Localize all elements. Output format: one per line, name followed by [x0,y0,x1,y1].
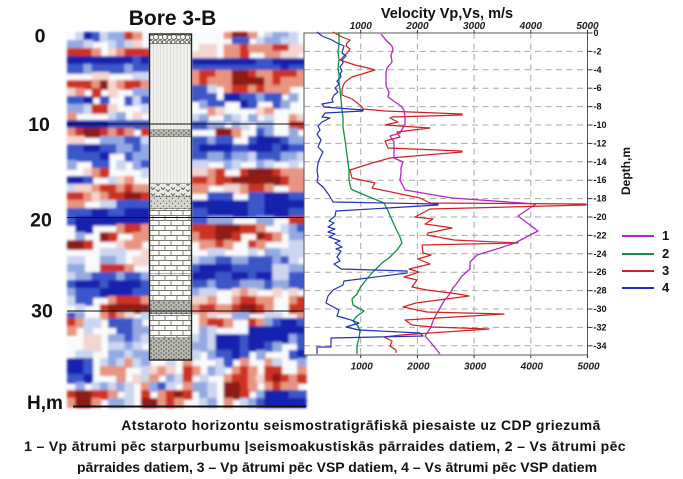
svg-text:Velocity Vp,Vs, m/s: Velocity Vp,Vs, m/s [381,6,513,22]
svg-text:2000: 2000 [406,362,430,373]
svg-text:2: 2 [662,246,669,261]
svg-text:pārraides datiem, 3 – Vp ātrum: pārraides datiem, 3 – Vp ātrumi pēc VSP … [77,459,597,474]
svg-text:-8: -8 [594,102,602,112]
svg-text:-22: -22 [594,230,607,240]
svg-text:-16: -16 [594,175,607,185]
svg-text:5000: 5000 [577,362,600,373]
svg-text:-20: -20 [594,212,607,222]
svg-text:-24: -24 [594,249,607,259]
svg-text:1: 1 [662,228,669,243]
svg-text:Atstaroto horizontu seismostra: Atstaroto horizontu seismostratigrāfiskā… [121,417,600,433]
svg-text:H,m: H,m [27,393,63,414]
svg-text:1 – Vp ātrumi pēc starpurbumu: 1 – Vp ātrumi pēc starpurbumu |seismoaku… [24,438,626,454]
svg-text:4: 4 [662,280,670,295]
svg-text:1000: 1000 [351,362,374,373]
svg-text:30: 30 [31,301,53,323]
svg-text:-30: -30 [594,304,607,314]
svg-text:-6: -6 [594,83,602,93]
svg-text:-28: -28 [594,286,607,296]
svg-text:-26: -26 [594,267,607,277]
svg-text:3000: 3000 [464,362,487,373]
svg-text:-18: -18 [594,194,607,204]
svg-text:1000: 1000 [350,21,373,32]
svg-text:10: 10 [28,114,50,136]
svg-text:-2: -2 [594,46,602,56]
svg-text:-10: -10 [594,120,607,130]
svg-text:Bore 3-B: Bore 3-B [129,7,217,30]
svg-text:-4: -4 [594,65,602,75]
svg-text:4000: 4000 [519,21,543,32]
svg-text:Depth,m: Depth,m [619,147,633,195]
svg-text:0: 0 [35,26,46,48]
svg-text:3: 3 [662,263,669,278]
svg-text:2000: 2000 [405,21,429,32]
svg-text:-12: -12 [594,138,607,148]
svg-text:-14: -14 [594,157,607,167]
svg-text:-32: -32 [594,322,607,332]
svg-text:3000: 3000 [463,21,486,32]
svg-text:-34: -34 [594,341,607,351]
svg-text:4000: 4000 [520,362,544,373]
svg-text:0: 0 [594,28,599,38]
svg-text:20: 20 [30,210,52,232]
svg-text:5000: 5000 [576,21,599,32]
